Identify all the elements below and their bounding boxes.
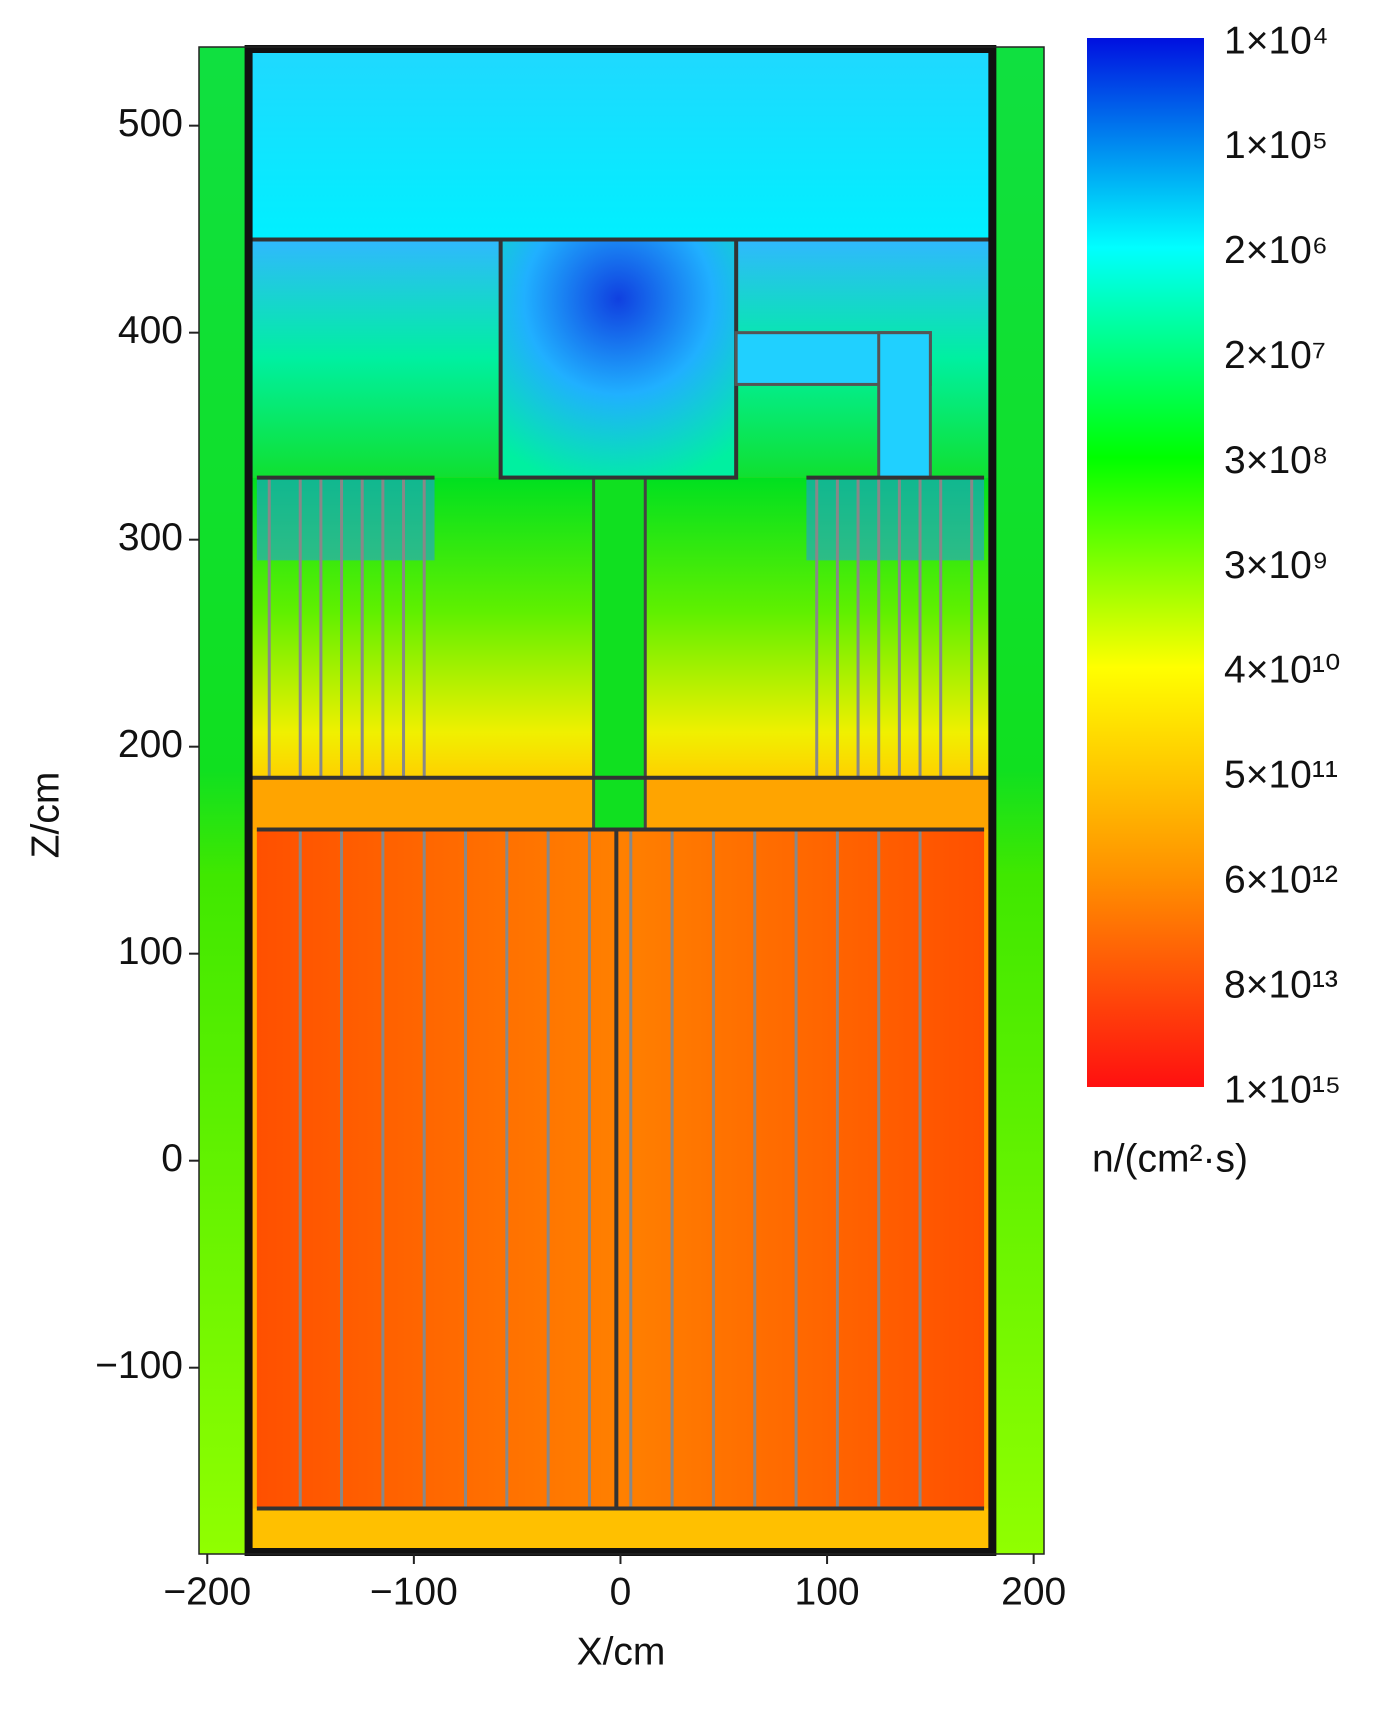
y-tick-label: 200 xyxy=(118,723,183,766)
region-core xyxy=(256,829,985,1509)
x-tick-label: −200 xyxy=(163,1570,251,1613)
region-hx-right xyxy=(806,477,985,561)
y-tick-label: 300 xyxy=(118,516,183,559)
x-tick-label: 100 xyxy=(795,1570,860,1613)
plot-frame xyxy=(198,46,1045,1555)
colorbar-tick-label: 4×10¹⁰ xyxy=(1224,649,1340,692)
region-bottom xyxy=(248,1508,993,1554)
y-tick-label: 0 xyxy=(161,1137,183,1180)
x-tick-label: 200 xyxy=(1001,1570,1066,1613)
colorbar-tick-label: 8×10¹³ xyxy=(1224,963,1338,1006)
y-tick-label: −100 xyxy=(95,1344,183,1387)
y-tick-label: 100 xyxy=(118,930,183,973)
colorbar-tick-label: 5×10¹¹ xyxy=(1224,754,1338,797)
x-axis-label: X/cm xyxy=(577,1630,666,1673)
colorbar-label: n/(cm²·s) xyxy=(1092,1137,1248,1180)
colorbar-tick-label: 2×10⁷ xyxy=(1224,334,1326,377)
colorbar-tick-label: 3×10⁸ xyxy=(1224,439,1328,482)
colorbar-tick-label: 6×10¹² xyxy=(1224,858,1338,901)
colorbar-tick-label: 2×10⁶ xyxy=(1224,229,1328,272)
colorbar-tick-label: 1×10⁵ xyxy=(1224,124,1328,167)
x-tick-label: −100 xyxy=(370,1570,458,1613)
x-tick-label: 0 xyxy=(610,1570,632,1613)
y-tick-label: 400 xyxy=(118,309,183,352)
duct-vertical xyxy=(877,331,932,480)
y-tick-label: 500 xyxy=(118,102,183,145)
y-axis-label: Z/cm xyxy=(24,772,67,859)
region-hx-left xyxy=(256,477,435,561)
colorbar-tick-label: 3×10⁹ xyxy=(1224,544,1329,587)
vessel-wall xyxy=(244,45,997,1556)
colorbar-tick-label: 1×10¹⁵ xyxy=(1224,1068,1341,1111)
chimney xyxy=(592,476,647,831)
region-top xyxy=(248,47,993,240)
colorbar-tick-label: 1×10⁴ xyxy=(1224,19,1329,62)
colorbar xyxy=(1087,38,1204,1087)
box xyxy=(498,237,739,480)
